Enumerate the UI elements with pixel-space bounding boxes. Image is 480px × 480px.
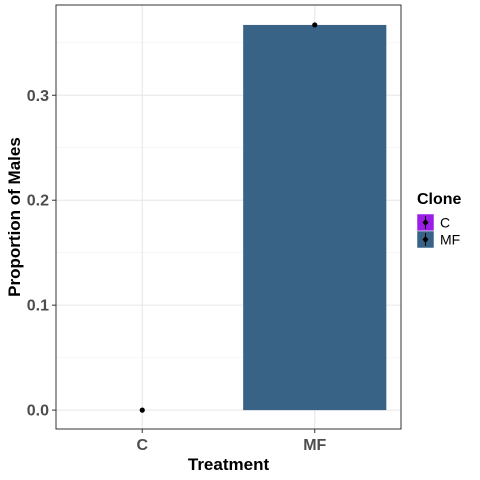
point-mf xyxy=(312,22,318,28)
legend-label: C xyxy=(440,215,450,231)
panel-border xyxy=(55,4,402,430)
legend: Clone CMF xyxy=(416,191,462,249)
y-tick-label: 0.1 xyxy=(27,298,49,315)
legend-key-point xyxy=(422,219,429,226)
x-tick-label: C xyxy=(136,437,148,454)
y-axis-title: Proportion of Males xyxy=(5,137,24,297)
points xyxy=(139,22,318,413)
legend-item-mf: MF xyxy=(416,230,460,249)
x-tick-label: MF xyxy=(303,437,326,454)
legend-item-c: C xyxy=(416,213,450,232)
legend-key-point xyxy=(422,236,429,243)
y-tick-label: 0.2 xyxy=(27,193,49,210)
legend-label: MF xyxy=(440,232,460,248)
bars xyxy=(243,24,387,411)
y-tick-label: 0.0 xyxy=(27,403,49,420)
bar-mf xyxy=(243,24,387,411)
y-axis: 0.0 0.1 0.2 0.3 xyxy=(27,88,56,420)
x-axis: C MF xyxy=(136,429,327,454)
point-c xyxy=(139,407,145,413)
legend-title: Clone xyxy=(417,191,462,208)
y-tick-label: 0.3 xyxy=(27,88,49,105)
x-axis-title: Treatment xyxy=(188,455,270,474)
